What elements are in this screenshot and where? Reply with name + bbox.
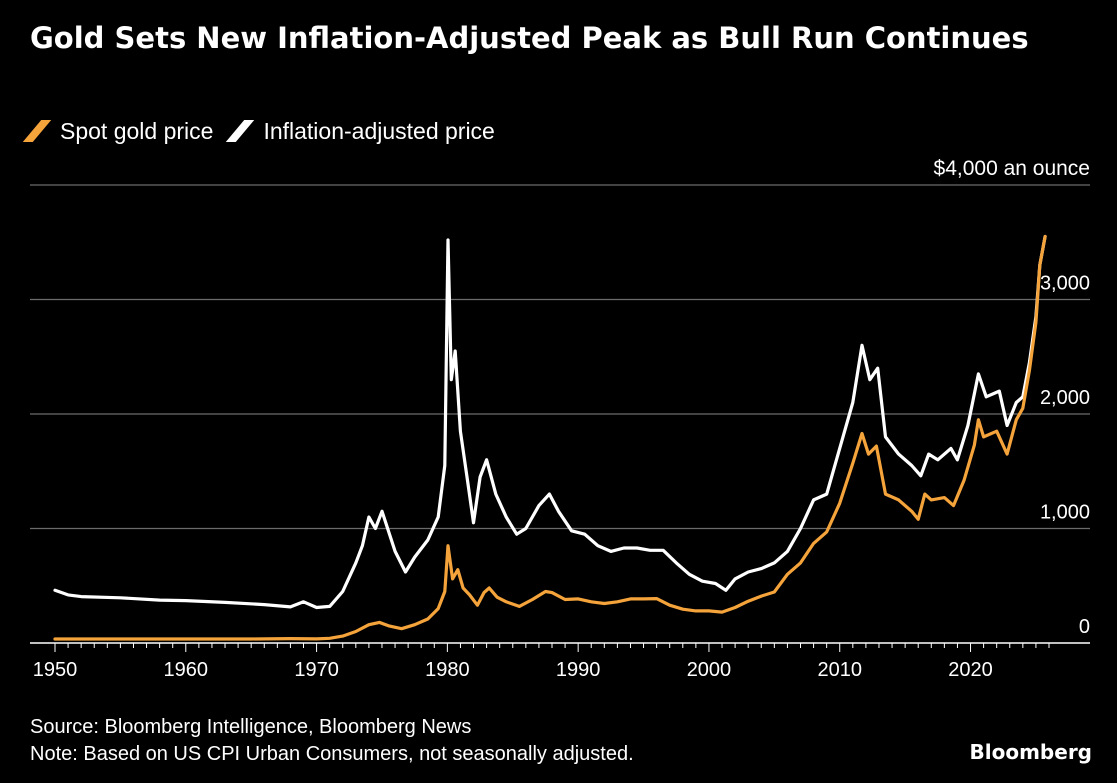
y-tick-label-0: 0: [1079, 616, 1090, 638]
x-tick-label-1990: 1990: [556, 659, 601, 681]
series-lines: [53, 234, 1047, 641]
chart-title: Gold Sets New Inflation-Adjusted Peak as…: [30, 21, 1029, 55]
y-tick-label-1000: 1,000: [1040, 502, 1090, 524]
x-tick-label-1980: 1980: [425, 659, 470, 681]
legend: Spot gold price Inflation-adjusted price: [22, 116, 517, 146]
source-note: Source: Bloomberg Intelligence, Bloomber…: [30, 716, 472, 738]
x-tick-label-1960: 1960: [164, 659, 209, 681]
x-tick-label-1950: 1950: [33, 659, 78, 681]
series-line-spot-gold-price: [53, 234, 1047, 641]
y-tick-label-3000: 3,000: [1040, 273, 1090, 295]
x-tick-label-2010: 2010: [817, 659, 862, 681]
gridlines: [30, 184, 1090, 530]
x-axis: 1950 1960 1970 1980 1990 2000 2010 2020: [30, 642, 1090, 681]
legend-label-spot-gold: Spot gold price: [60, 117, 214, 144]
legend-item-spot-gold: Spot gold price: [22, 117, 214, 145]
x-tick-label-2020: 2020: [948, 659, 993, 681]
y-tick-label-2000: 2,000: [1040, 387, 1090, 409]
x-tick-label-2000: 2000: [687, 659, 732, 681]
y-tick-label-4000: $4,000 an ounce: [934, 157, 1090, 180]
legend-item-inflation-adjusted: Inflation-adjusted price: [226, 117, 495, 145]
methodology-note: Note: Based on US CPI Urban Consumers, n…: [30, 743, 634, 765]
legend-label-inflation-adjusted: Inflation-adjusted price: [263, 117, 495, 144]
y-axis-labels: 0 1,000 2,000 3,000 $4,000 an ounce: [934, 157, 1090, 638]
x-tick-label-1970: 1970: [294, 659, 339, 681]
bloomberg-logo: Bloomberg: [969, 740, 1092, 764]
series-line-inflation-adjusted-price: [53, 234, 1047, 610]
